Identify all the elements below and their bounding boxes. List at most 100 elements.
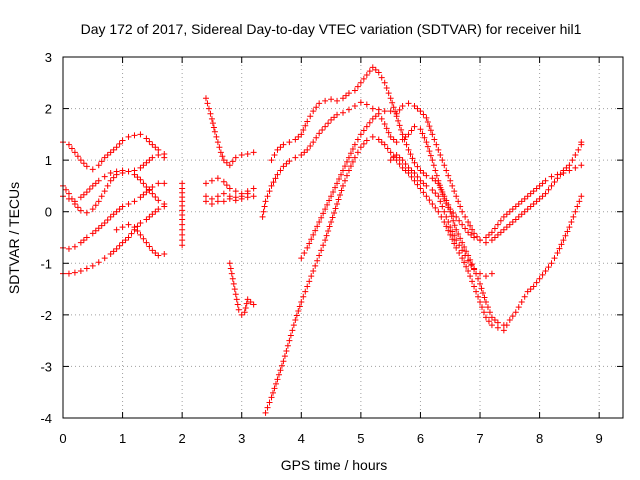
data-point (459, 247, 466, 254)
data-point (268, 182, 275, 189)
data-point (312, 262, 319, 269)
data-point (334, 180, 341, 187)
data-point (137, 164, 144, 171)
data-point (399, 157, 406, 164)
data-point (336, 176, 343, 183)
data-point (363, 72, 370, 79)
data-point (134, 174, 141, 181)
data-point (420, 170, 427, 177)
x-tick-label: 5 (357, 431, 364, 446)
data-point (421, 134, 428, 141)
data-point (357, 79, 364, 86)
data-point (449, 228, 456, 235)
data-point (146, 157, 153, 164)
data-point (316, 252, 323, 259)
data-point (393, 139, 400, 146)
data-point (110, 174, 117, 181)
data-point (143, 239, 150, 246)
x-tick-label: 8 (536, 431, 543, 446)
data-point (310, 139, 317, 146)
data-point (578, 193, 585, 200)
data-point (146, 186, 153, 193)
data-point (286, 158, 293, 165)
x-tick-label: 7 (476, 431, 483, 446)
data-point (453, 213, 460, 220)
data-point (217, 149, 224, 156)
data-point (77, 207, 84, 214)
data-point (548, 173, 555, 180)
data-point (486, 309, 493, 316)
data-point (331, 210, 338, 217)
data-point (322, 97, 329, 104)
data-point (369, 115, 376, 122)
data-point (500, 226, 507, 233)
data-point (134, 228, 141, 235)
data-point (488, 237, 495, 244)
data-point (405, 131, 412, 138)
data-point (340, 167, 346, 174)
data-point (241, 309, 248, 316)
y-tick-labels: -4 -3 -2 -1 0 1 2 3 (40, 50, 52, 426)
data-point (320, 242, 327, 249)
data-point (536, 182, 543, 189)
series-track-a (60, 131, 168, 173)
chart-title: Day 172 of 2017, Sidereal Day-to-day VTE… (81, 21, 582, 37)
data-point (235, 306, 242, 313)
data-point (238, 195, 245, 202)
data-point (378, 115, 385, 122)
data-point (566, 167, 573, 174)
y-tick-label: -2 (40, 308, 52, 323)
data-point (155, 151, 162, 158)
data-point (208, 115, 215, 122)
data-point (403, 141, 410, 148)
data-point (131, 198, 138, 205)
data-point (417, 177, 424, 184)
data-point (447, 177, 454, 184)
data-point (209, 120, 216, 127)
data-point (570, 213, 577, 220)
data-point (482, 314, 489, 321)
data-point (161, 203, 168, 210)
data-point (208, 200, 215, 207)
data-point (473, 288, 480, 295)
data-marks (60, 64, 585, 416)
data-point (500, 213, 507, 220)
data-point (270, 389, 276, 396)
data-point (503, 224, 510, 231)
series-track-j (202, 194, 251, 207)
y-tick-label: -1 (40, 256, 52, 271)
data-point (322, 237, 329, 244)
data-point (462, 252, 469, 259)
series-track-b (60, 151, 168, 216)
data-point (101, 188, 108, 195)
data-point (65, 141, 72, 148)
data-point (521, 293, 528, 300)
data-point (302, 288, 309, 295)
data-point (488, 314, 495, 321)
data-point (443, 167, 450, 174)
data-point (345, 154, 352, 161)
data-point (320, 210, 327, 217)
data-point (74, 204, 81, 211)
data-point (92, 202, 99, 209)
data-point (478, 285, 485, 292)
data-point (402, 167, 409, 174)
data-point (304, 146, 311, 153)
data-point (494, 221, 501, 228)
data-point (277, 144, 284, 151)
data-point (393, 113, 400, 120)
data-point (125, 234, 132, 241)
data-point (313, 104, 320, 111)
data-point (572, 208, 579, 215)
data-point (83, 189, 90, 196)
data-point (314, 223, 321, 230)
data-point (451, 232, 458, 239)
data-point (149, 190, 156, 197)
data-point (230, 280, 237, 287)
data-point (116, 242, 123, 249)
data-point (342, 92, 349, 99)
data-point (414, 181, 421, 188)
data-point (337, 191, 344, 198)
data-point (506, 317, 513, 324)
data-point (210, 124, 217, 131)
